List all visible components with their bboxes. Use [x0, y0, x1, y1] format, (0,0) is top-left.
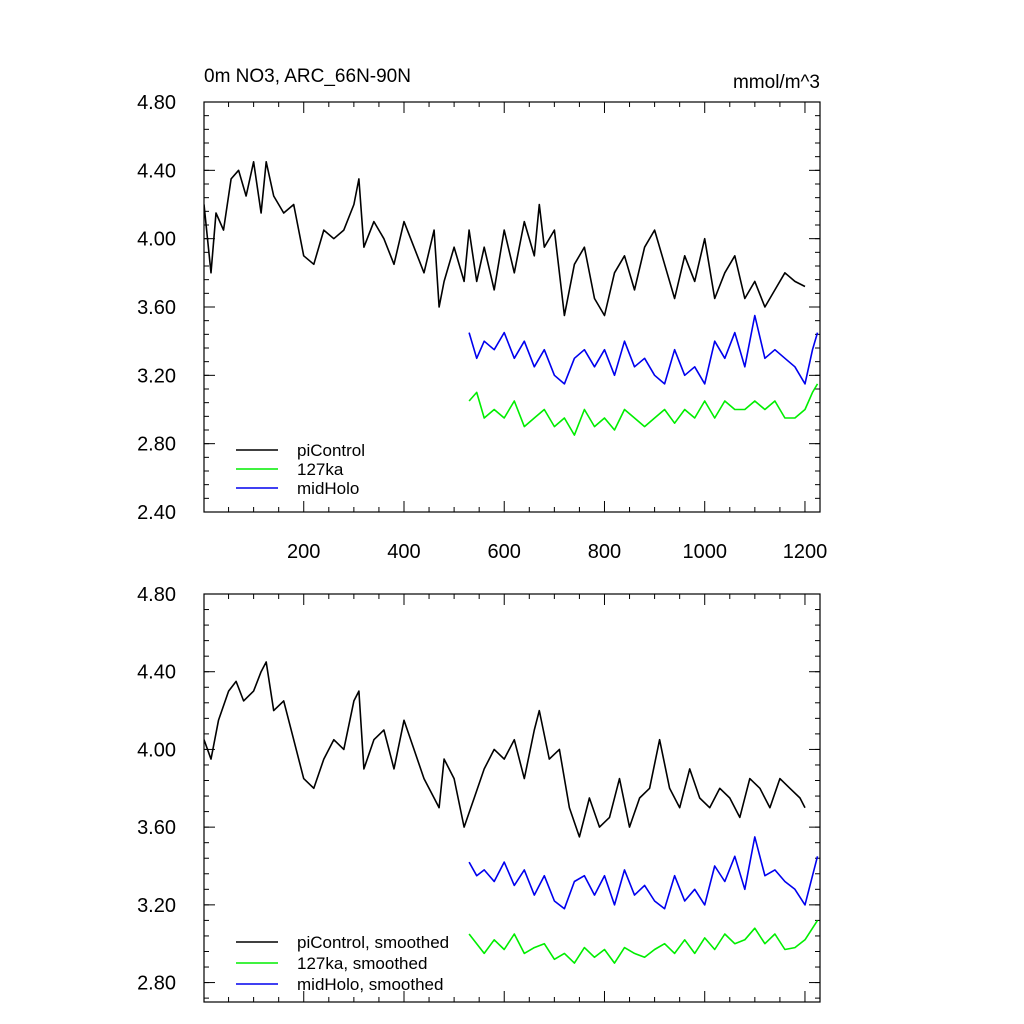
x-tick-label: 800 — [588, 541, 621, 563]
y-tick-label: 4.80 — [137, 92, 176, 114]
series-line-0 — [204, 161, 806, 317]
y-tick-label: 3.20 — [137, 895, 176, 917]
y-tick-label: 4.00 — [137, 739, 176, 761]
legend-label: midHolo, smoothed — [297, 975, 443, 994]
series-line-2 — [468, 314, 819, 385]
bottom-panel: 2.80 3.20 3.60 4.00 4.40 4.80 piControl, smoot… — [137, 584, 821, 1003]
x-tick-label: 1200 — [783, 541, 828, 563]
series-line-0 — [204, 661, 806, 838]
units-label: mmol/m^3 — [733, 72, 820, 93]
y-tick-label: 2.80 — [137, 973, 176, 995]
plot-frame — [203, 593, 821, 1003]
x-tick-label: 1000 — [682, 541, 727, 563]
y-tick-label: 2.40 — [137, 502, 176, 524]
y-tick-label: 3.20 — [137, 365, 176, 387]
legend-label: 127ka — [297, 460, 344, 479]
series-line-1 — [468, 919, 819, 964]
top-panel: 2.40 2.80 3.20 3.60 4.00 4.40 4.80 200 400 600 800… — [137, 66, 827, 563]
legend-label: piControl — [297, 441, 365, 460]
y-tick-label: 4.40 — [137, 662, 176, 684]
y-tick-label: 2.80 — [137, 434, 176, 456]
series-line-2 — [468, 836, 819, 910]
y-tick-label: 4.80 — [137, 584, 176, 606]
x-tick-label: 400 — [387, 541, 420, 563]
series-line-1 — [468, 383, 819, 436]
x-tick-label: 600 — [488, 541, 521, 563]
legend-label: midHolo — [297, 479, 359, 498]
y-tick-label: 4.40 — [137, 160, 176, 182]
legend-label: piControl, smoothed — [297, 933, 449, 952]
y-tick-label: 3.60 — [137, 297, 176, 319]
y-tick-label: 4.00 — [137, 229, 176, 251]
y-tick-label: 3.60 — [137, 817, 176, 839]
legend-label: 127ka, smoothed — [297, 954, 427, 973]
chart-title: 0m NO3, ARC_66N-90N — [204, 66, 411, 87]
x-tick-label: 200 — [287, 541, 320, 563]
